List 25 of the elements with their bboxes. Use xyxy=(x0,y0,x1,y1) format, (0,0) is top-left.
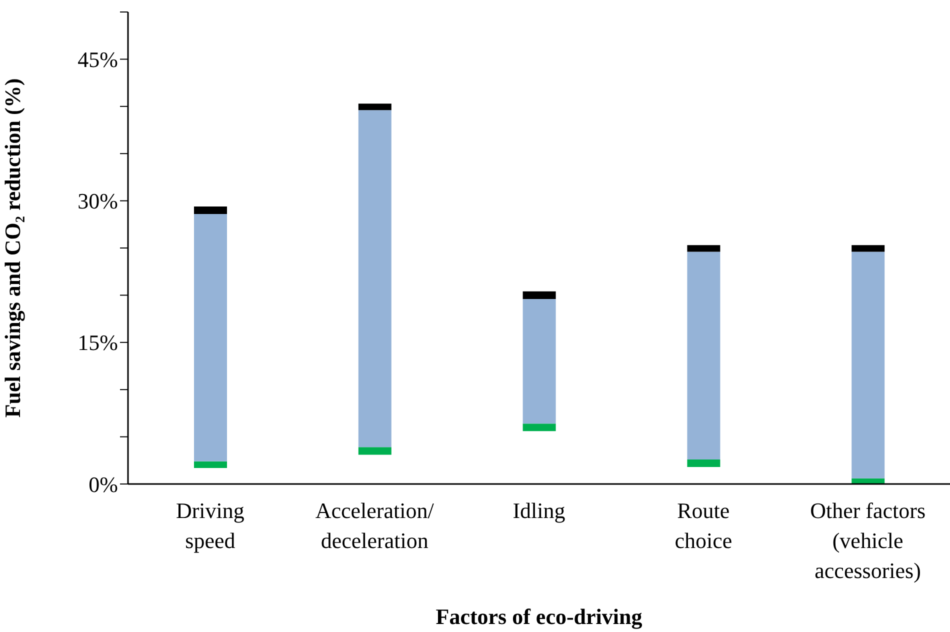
bar xyxy=(358,447,392,455)
bar xyxy=(522,424,556,432)
x-tick-label: Acceleration/ deceleration xyxy=(315,498,435,553)
bar xyxy=(358,110,392,448)
y-tick-label: 45% xyxy=(78,47,118,72)
bar xyxy=(687,459,720,468)
bar xyxy=(194,461,227,468)
bar xyxy=(358,104,392,110)
bar xyxy=(522,291,556,299)
y-tick-label: 30% xyxy=(78,188,118,214)
bar xyxy=(194,214,227,462)
x-axis-title: Factors of eco-driving xyxy=(436,604,642,629)
bar xyxy=(687,245,720,252)
bar xyxy=(522,298,556,424)
bar xyxy=(852,245,885,252)
y-tick-label: 0% xyxy=(88,472,118,497)
x-tick-label: Route choice xyxy=(674,498,732,553)
bar xyxy=(687,252,720,460)
x-tick-label: Driving speed xyxy=(176,498,244,553)
y-axis-title: Fuel savings and CO₂ reduction (%) xyxy=(0,78,25,418)
x-tick-label: Other factors (vehicle accessories) xyxy=(810,498,926,583)
bar xyxy=(852,252,885,478)
x-tick-label: Idling xyxy=(512,498,566,523)
bar xyxy=(194,206,227,214)
y-tick-label: 15% xyxy=(78,330,118,356)
